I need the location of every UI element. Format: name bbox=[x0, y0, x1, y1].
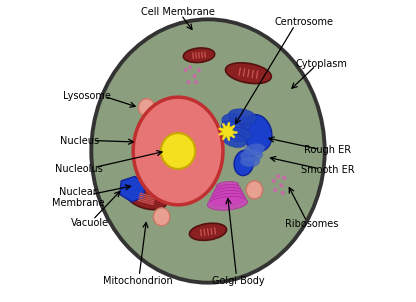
Ellipse shape bbox=[209, 194, 246, 206]
Ellipse shape bbox=[234, 150, 254, 175]
Ellipse shape bbox=[240, 156, 260, 167]
Ellipse shape bbox=[188, 65, 192, 69]
Ellipse shape bbox=[133, 97, 223, 205]
Ellipse shape bbox=[244, 144, 265, 156]
Ellipse shape bbox=[276, 174, 280, 179]
Text: Smooth ER: Smooth ER bbox=[301, 165, 354, 175]
Ellipse shape bbox=[215, 185, 240, 194]
Ellipse shape bbox=[154, 165, 170, 182]
Ellipse shape bbox=[207, 196, 248, 210]
Ellipse shape bbox=[154, 208, 170, 226]
Text: Golgi Body: Golgi Body bbox=[212, 276, 264, 286]
Ellipse shape bbox=[141, 132, 158, 149]
Text: Mitochondrion: Mitochondrion bbox=[103, 276, 173, 286]
Ellipse shape bbox=[197, 68, 201, 72]
Ellipse shape bbox=[282, 176, 286, 180]
Ellipse shape bbox=[225, 63, 271, 84]
Text: Vacuole: Vacuole bbox=[71, 218, 109, 228]
Text: Nucleus: Nucleus bbox=[60, 136, 99, 146]
Text: Cytoplasm: Cytoplasm bbox=[296, 59, 348, 69]
Ellipse shape bbox=[222, 114, 251, 131]
Ellipse shape bbox=[246, 181, 262, 199]
Text: Nuclear
Membrane: Nuclear Membrane bbox=[52, 187, 104, 208]
Ellipse shape bbox=[194, 80, 198, 84]
Ellipse shape bbox=[187, 80, 191, 84]
Text: Nucleolus: Nucleolus bbox=[55, 164, 103, 174]
Ellipse shape bbox=[161, 133, 195, 169]
Ellipse shape bbox=[183, 48, 215, 63]
Text: Ribosomes: Ribosomes bbox=[285, 219, 338, 229]
Ellipse shape bbox=[211, 191, 244, 202]
Text: Cell Membrane: Cell Membrane bbox=[141, 7, 215, 17]
Ellipse shape bbox=[183, 68, 188, 72]
Ellipse shape bbox=[240, 149, 262, 162]
Text: Lysosome: Lysosome bbox=[63, 91, 111, 101]
Ellipse shape bbox=[243, 115, 272, 152]
Ellipse shape bbox=[213, 188, 242, 198]
Text: Centrosome: Centrosome bbox=[274, 17, 333, 27]
Ellipse shape bbox=[216, 182, 239, 189]
Ellipse shape bbox=[189, 223, 227, 240]
Ellipse shape bbox=[281, 191, 285, 195]
Ellipse shape bbox=[127, 188, 166, 210]
Ellipse shape bbox=[221, 121, 245, 136]
Ellipse shape bbox=[225, 127, 251, 142]
Ellipse shape bbox=[273, 188, 277, 192]
Ellipse shape bbox=[228, 109, 257, 124]
Ellipse shape bbox=[91, 19, 325, 283]
Polygon shape bbox=[120, 176, 145, 202]
Ellipse shape bbox=[272, 179, 276, 183]
Ellipse shape bbox=[223, 133, 247, 147]
Text: Rough ER: Rough ER bbox=[304, 144, 351, 155]
Ellipse shape bbox=[193, 74, 196, 78]
Ellipse shape bbox=[222, 126, 233, 137]
Ellipse shape bbox=[279, 183, 283, 188]
Ellipse shape bbox=[139, 99, 155, 117]
